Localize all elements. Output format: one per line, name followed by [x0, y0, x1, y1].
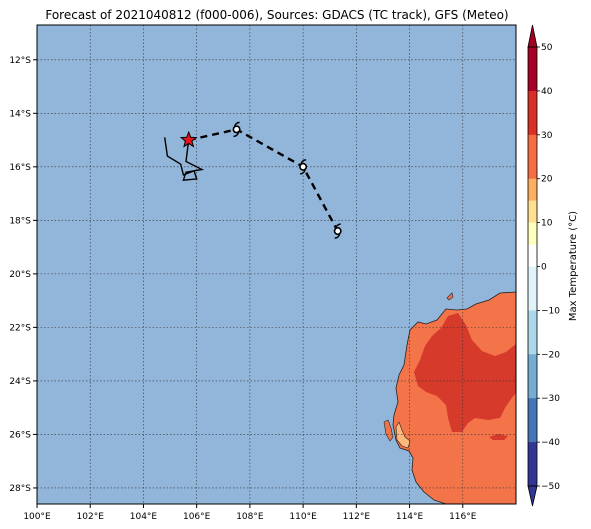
tropical-cyclone-icon [333, 223, 342, 239]
shark-bay-peninsula [383, 419, 394, 442]
tropical-cyclone-icon [232, 121, 241, 138]
colorbar-label: Max Temperature (°C) [568, 211, 579, 321]
tropical-cyclone-icon [299, 159, 308, 175]
colorbar-bin [528, 200, 537, 224]
lat-tick-label: 28°S [9, 484, 31, 494]
colorbar-bin [528, 288, 537, 311]
lat-tick-label: 16°S [9, 163, 31, 173]
lat-tick-label: 18°S [9, 216, 31, 226]
colorbar-tick-label: −50 [541, 482, 560, 492]
current-position-star-icon [179, 130, 198, 148]
colorbar-bin [528, 47, 537, 70]
lon-tick-label: 100°E [23, 512, 51, 522]
colorbar-bin [528, 310, 537, 333]
colorbar-tick-label: 10 [541, 219, 553, 229]
lat-tick-label: 22°S [9, 323, 31, 333]
colorbar-bin [528, 420, 537, 443]
colorbar-bin [528, 112, 537, 136]
map-gridlines [37, 25, 516, 504]
colorbar-bin [528, 332, 537, 355]
colorbar-bin [528, 222, 537, 246]
colorbar-ticks: 50 40 30 20 10 0 −10 −20 −30 −40 −50 [537, 43, 560, 492]
colorbar-bin [528, 156, 537, 180]
colorbar-tick-label: 30 [541, 131, 553, 141]
colorbar-bin [528, 464, 537, 487]
colorbar-bin [528, 68, 537, 92]
colorbar-tick-label: 0 [541, 263, 547, 273]
colorbar-tick-label: −20 [541, 350, 560, 360]
cyclone-center [232, 125, 241, 134]
australia-land-30-40 [414, 313, 516, 432]
colorbar-bin [528, 354, 537, 377]
lon-tick-label: 112°E [343, 512, 371, 522]
colorbar-bin [528, 398, 537, 421]
lon-tick-label: 116°E [449, 512, 477, 522]
colorbar-extend-min [527, 485, 538, 507]
lat-tick-label: 24°S [9, 377, 31, 387]
lon-tick-label: 110°E [289, 512, 317, 522]
figure-title: Forecast of 2021040812 (f000-006), Sourc… [45, 8, 508, 22]
colorbar-bins [527, 24, 538, 507]
cyclone-center [333, 227, 342, 236]
colorbar-tick-label: 40 [541, 87, 553, 97]
past-track-line [164, 137, 205, 182]
lon-tick-label: 114°E [396, 512, 424, 522]
map-frame [36, 24, 517, 505]
colorbar-tick-label: 20 [541, 175, 553, 185]
colorbar-bin [528, 376, 537, 399]
latitude-axis: 12°S 14°S 16°S 18°S 20°S 22°S 24°S 26°S 28°S [9, 56, 37, 494]
colorbar-tick-label: 50 [541, 43, 553, 53]
lat-tick-label: 20°S [9, 270, 31, 280]
colorbar-bin [528, 442, 537, 465]
lat-tick-label: 14°S [9, 109, 31, 119]
forecast-track-line [188, 128, 339, 232]
colorbar-tick-label: −10 [541, 306, 560, 316]
lat-tick-label: 26°S [9, 430, 31, 440]
map-panel: 100°E 102°E 104°E 106°E 108°E 110°E 112°E 114°E… [9, 24, 517, 522]
lat-tick-label: 12°S [9, 56, 31, 66]
lon-tick-label: 106°E [183, 512, 211, 522]
small-island [446, 292, 454, 301]
colorbar: 50 40 30 20 10 0 −10 −20 −30 −40 −50 Max Temperatu… [527, 24, 579, 507]
tc-track [164, 121, 342, 239]
colorbar-bin [528, 266, 537, 289]
colorbar-tick-label: −40 [541, 438, 560, 448]
colorbar-extend-max [527, 24, 538, 48]
colorbar-tick-label: −30 [541, 394, 560, 404]
australia-land-10-20 [395, 421, 411, 449]
colorbar-bin [528, 134, 537, 158]
colorbar-bin [528, 178, 537, 202]
cyclone-center [299, 162, 308, 171]
colorbar-bin [528, 90, 537, 114]
land-hotspot-small [489, 434, 508, 440]
longitude-axis: 100°E 102°E 104°E 106°E 108°E 110°E 112°E 114°E… [23, 504, 477, 522]
lon-tick-label: 102°E [77, 512, 105, 522]
colorbar-bin [528, 244, 537, 267]
lon-tick-label: 108°E [236, 512, 264, 522]
lon-tick-label: 104°E [130, 512, 158, 522]
